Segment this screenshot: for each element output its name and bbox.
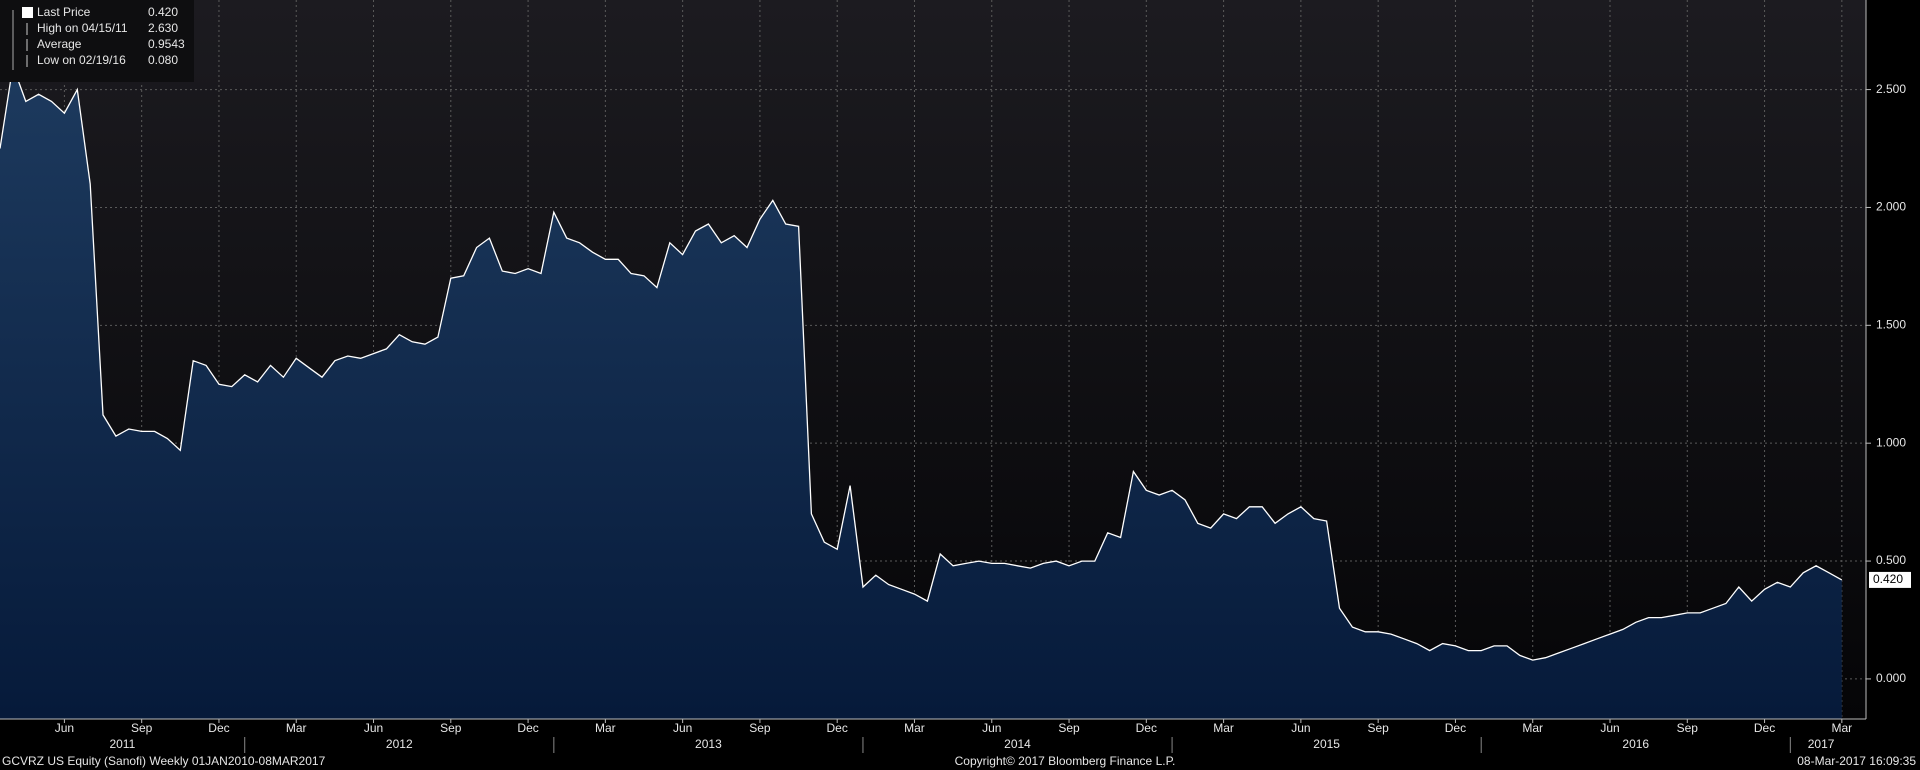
y-tick-label: 2.000 [1876,200,1906,214]
x-tick-label: Dec [1445,721,1466,735]
year-label: 2012 [386,737,413,751]
legend-entry: Last Price [37,5,91,19]
price-line [0,65,1843,661]
year-label: 2011 [109,737,135,751]
x-tick-label: Jun [982,721,1001,735]
x-tick-label: Sep [131,721,153,735]
x-tick-label: Dec [1136,721,1157,735]
x-tick-label: Jun [673,721,692,735]
y-tick-label: 1.500 [1876,317,1906,331]
year-label: 2013 [695,737,722,751]
x-tick-label: Jun [364,721,383,735]
y-tick-label: 0.500 [1876,553,1906,567]
year-label: 2014 [1004,737,1031,751]
x-tick-label: Mar [904,721,925,735]
x-tick-label: Sep [440,721,462,735]
x-tick-label: Mar [595,721,616,735]
year-label: 2017 [1808,737,1835,751]
x-tick-label: Jun [55,721,74,735]
x-tick-label: Dec [827,721,848,735]
footer-center: Copyright© 2017 Bloomberg Finance L.P. [955,754,1176,768]
x-tick-label: Jun [1291,721,1310,735]
x-tick-label: Sep [1677,721,1699,735]
year-label: 2015 [1313,737,1340,751]
area-fill [0,66,1842,719]
x-tick-label: Dec [208,721,229,735]
legend-stat-value: 2.630 [148,21,178,35]
x-tick-label: Mar [286,721,307,735]
x-tick-label: Sep [1367,721,1389,735]
x-tick-label: Mar [1832,721,1853,735]
last-price-box [1869,571,1911,588]
x-tick-label: Mar [1213,721,1234,735]
x-tick-label: Sep [1058,721,1080,735]
y-tick-label: 2.500 [1876,82,1906,96]
last-price-label: 0.420 [1873,572,1903,586]
legend-stat-value: 0.420 [148,5,178,19]
legend-stat-label: Average [37,37,82,51]
x-tick-label: Mar [1522,721,1543,735]
y-tick-label: 0.000 [1876,671,1906,685]
legend-stat-value: 0.9543 [148,37,185,51]
x-tick-label: Jun [1600,721,1619,735]
legend-stat-value: 0.080 [148,53,178,67]
y-tick-label: 1.000 [1876,435,1906,449]
footer-left: GCVRZ US Equity (Sanofi) Weekly 01JAN201… [2,754,326,768]
x-tick-label: Dec [1754,721,1775,735]
x-tick-label: Dec [517,721,538,735]
legend-swatch [22,7,33,18]
legend-stat-label: High on 04/15/11 [37,21,128,35]
footer-right: 08-Mar-2017 16:09:35 [1797,754,1916,768]
year-label: 2016 [1622,737,1649,751]
x-tick-label: Sep [749,721,771,735]
legend-stat-label: Low on 02/19/16 [37,53,126,67]
